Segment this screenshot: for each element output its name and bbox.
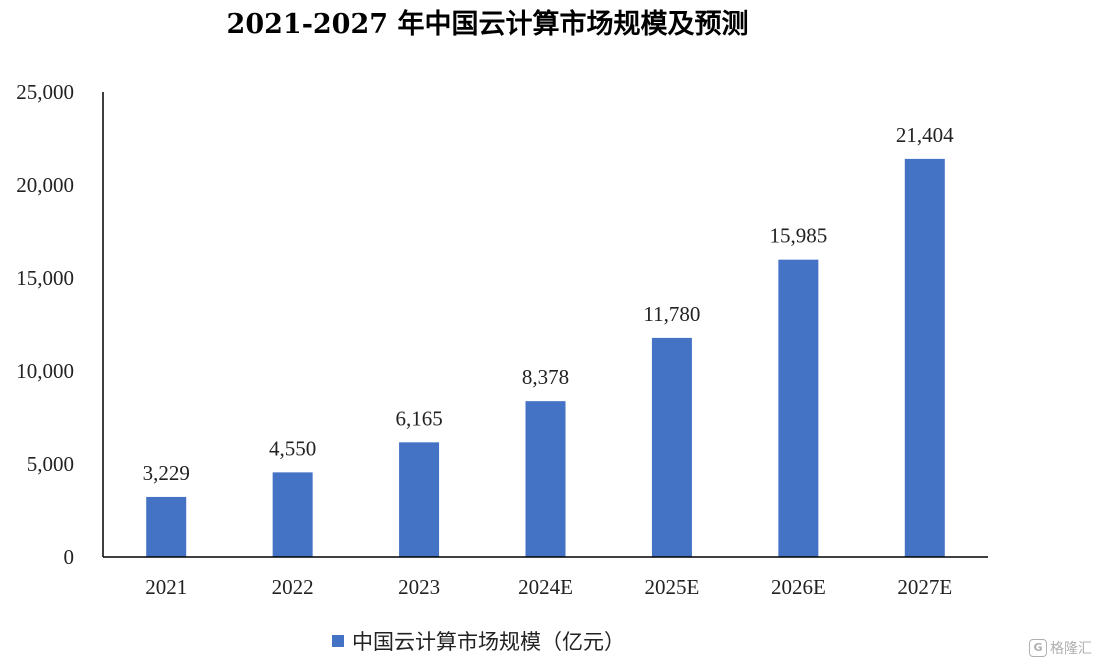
legend-label: 中国云计算市场规模（亿元）	[352, 630, 625, 654]
data-label: 3,229	[143, 461, 190, 485]
data-label: 4,550	[269, 436, 316, 460]
x-tick-label: 2023	[398, 575, 440, 599]
x-tick-label: 2025E	[645, 575, 700, 599]
gelonghui-logo-icon: G	[1029, 639, 1047, 657]
bar	[778, 259, 819, 557]
x-tick-label: 2021	[145, 575, 187, 599]
legend-swatch	[332, 635, 344, 647]
bar	[651, 337, 692, 557]
watermark-text: 格隆汇	[1050, 641, 1092, 657]
bar	[272, 472, 313, 557]
data-label: 6,165	[395, 406, 442, 430]
watermark: G 格隆汇	[1029, 638, 1092, 658]
y-tick-label: 10,000	[16, 359, 74, 383]
data-label: 21,404	[896, 123, 954, 147]
bar	[525, 401, 566, 557]
data-label: 11,780	[643, 302, 700, 326]
bar	[904, 158, 945, 557]
y-axis-ticks: 0 5,000 10,000 15,000 20,000 25,000	[16, 80, 74, 569]
chart-title: 2021-2027 年中国云计算市场规模及预测	[226, 9, 749, 40]
x-tick-label: 2027E	[897, 575, 952, 599]
y-tick-label: 20,000	[16, 173, 74, 197]
x-tick-label: 2024E	[518, 575, 573, 599]
data-label: 15,985	[769, 224, 827, 248]
y-tick-label: 0	[64, 545, 75, 569]
legend: 中国云计算市场规模（亿元）	[332, 624, 625, 658]
y-tick-label: 5,000	[27, 452, 74, 476]
data-labels: 3,229 4,550 6,165 8,378 11,780 15,985 21,404	[143, 123, 955, 485]
bar	[399, 442, 440, 557]
data-label: 8,378	[522, 365, 569, 389]
y-tick-label: 15,000	[16, 266, 74, 290]
x-tick-label: 2022	[272, 575, 314, 599]
bar	[146, 496, 187, 557]
x-tick-label: 2026E	[771, 575, 826, 599]
x-axis-ticks: 2021 2022 2023 2024E 2025E 2026E 2027E	[145, 575, 952, 599]
bar-series	[146, 158, 945, 557]
y-tick-label: 25,000	[16, 80, 74, 104]
